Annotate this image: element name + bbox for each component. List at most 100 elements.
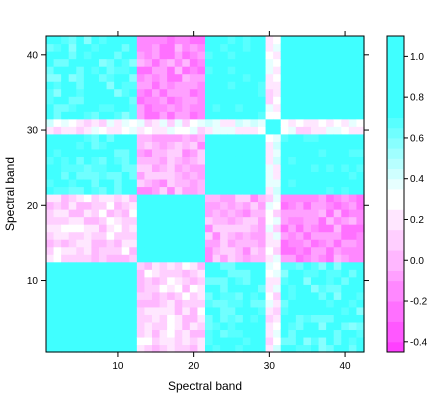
heatmap-cell [197, 224, 206, 233]
heatmap-cell [144, 276, 153, 285]
heatmap-cell [288, 148, 297, 157]
heatmap-cell [68, 103, 77, 112]
heatmap-cell [83, 329, 93, 338]
heatmap-cell [91, 148, 100, 157]
heatmap-cell [91, 111, 100, 120]
heatmap-cell [273, 171, 282, 180]
heatmap-cell [242, 171, 252, 180]
heatmap-cell [167, 103, 176, 112]
heatmap-cell [174, 254, 183, 263]
heatmap-cell [250, 141, 259, 150]
heatmap-cell [280, 314, 289, 323]
heatmap-cell [333, 224, 342, 233]
heatmap-cell [99, 224, 108, 233]
heatmap-cell [136, 291, 146, 300]
heatmap-cell [333, 73, 342, 82]
heatmap-cell [258, 126, 267, 135]
heatmap-cell [242, 261, 252, 270]
heatmap-cell [250, 58, 259, 67]
heatmap-cell [265, 194, 274, 203]
heatmap-cell [159, 246, 168, 255]
heatmap-cell [220, 178, 229, 188]
heatmap-cell [136, 73, 146, 82]
heatmap-cell [341, 36, 350, 45]
heatmap-cell [356, 201, 365, 210]
heatmap-cell [303, 58, 312, 67]
heatmap-cell [318, 156, 327, 165]
heatmap-cell [91, 291, 100, 300]
heatmap-cell [333, 299, 342, 308]
heatmap-cell [318, 111, 327, 120]
heatmap-cell [197, 231, 206, 240]
heatmap-cell [99, 96, 108, 105]
heatmap-cell [83, 163, 93, 173]
heatmap-cell [288, 73, 297, 82]
heatmap-cell [205, 171, 214, 180]
heatmap-cell [83, 186, 93, 195]
heatmap-cell [205, 186, 214, 195]
heatmap-cell [212, 163, 221, 173]
heatmap-cell [280, 306, 289, 315]
heatmap-cell [83, 111, 93, 120]
heatmap-cell [152, 96, 161, 105]
heatmap-cell [348, 314, 358, 323]
heatmap-cell [182, 133, 191, 142]
heatmap-cell [53, 239, 62, 248]
heatmap-cell [295, 276, 305, 285]
heatmap-cell [46, 201, 55, 210]
heatmap-cell [295, 201, 305, 210]
heatmap-cell [348, 141, 358, 150]
heatmap-cell [182, 209, 191, 218]
y-tick-label: 10 [27, 276, 39, 287]
heatmap-cell [129, 51, 138, 60]
heatmap-cell [311, 141, 320, 150]
heatmap-cell [273, 194, 282, 203]
heatmap-cell [348, 336, 358, 346]
heatmap-cell [152, 321, 161, 331]
heatmap-cell [53, 261, 62, 270]
heatmap-cell [250, 239, 259, 248]
heatmap-cell [250, 344, 259, 353]
heatmap-cell [326, 314, 335, 323]
heatmap-cell [273, 216, 282, 225]
heatmap-cell [114, 36, 123, 45]
heatmap-cell [318, 186, 327, 195]
heatmap-cell [265, 261, 274, 270]
heatmap-cell [106, 156, 115, 165]
heatmap-cell [235, 81, 244, 90]
heatmap-cell [46, 96, 55, 105]
heatmap-cell [220, 246, 229, 255]
heatmap-cell [174, 239, 183, 248]
heatmap-cell [348, 321, 358, 331]
heatmap-cell [53, 178, 62, 188]
heatmap-cell [295, 178, 305, 188]
heatmap-cell [68, 209, 77, 218]
heatmap-cell [68, 51, 77, 60]
heatmap-cell [318, 36, 327, 45]
heatmap-cell [189, 133, 199, 142]
heatmap-cell [53, 81, 62, 90]
heatmap-cell [53, 186, 62, 195]
heatmap-cell [182, 329, 191, 338]
heatmap-cell [61, 306, 70, 315]
heatmap-cell [348, 269, 358, 278]
heatmap-cell [288, 239, 297, 248]
heatmap-cell [356, 126, 365, 135]
heatmap-cell [212, 133, 221, 142]
heatmap-cell [212, 216, 221, 225]
heatmap-cell [83, 81, 93, 90]
heatmap-cell [197, 246, 206, 255]
heatmap-cell [167, 186, 176, 195]
heatmap-cell [76, 321, 85, 331]
heatmap-cell [333, 163, 342, 173]
heatmap-cell [189, 36, 199, 45]
heatmap-cell [227, 314, 236, 323]
heatmap-cell [159, 43, 168, 52]
heatmap-cell [250, 118, 259, 127]
x-axis-title: Spectral band [168, 379, 242, 393]
heatmap-cell [76, 163, 85, 173]
heatmap-cell [273, 336, 282, 346]
color-key-step [387, 158, 404, 170]
heatmap-cell [250, 88, 259, 97]
heatmap-cell [273, 178, 282, 188]
